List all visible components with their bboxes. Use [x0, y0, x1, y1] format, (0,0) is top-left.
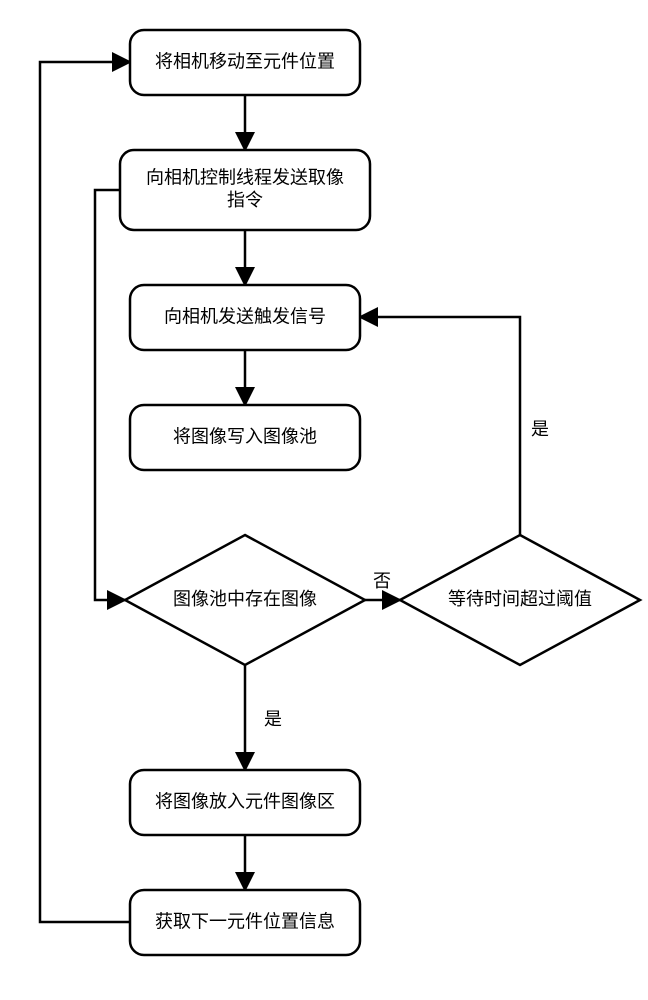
node-label-n3-0: 向相机发送触发信号 [164, 306, 326, 326]
node-label-d2-0: 等待时间超过阈值 [448, 589, 592, 609]
node-label-n6-0: 获取下一元件位置信息 [155, 911, 335, 931]
node-label-n1-0: 将相机移动至元件位置 [155, 51, 335, 71]
node-label-n2-1: 指令 [227, 190, 263, 210]
edge-n2_loop-d1 [95, 190, 125, 600]
edge-label-d2_yes: 是 [531, 419, 549, 439]
edge-label-d1_yes: 是 [264, 709, 282, 729]
node-label-n4-0: 将图像写入图像池 [173, 426, 317, 446]
node-label-d1-0: 图像池中存在图像 [173, 589, 317, 609]
edge-d2_yes-n3 [360, 317, 520, 535]
node-label-n5-0: 将图像放入元件图像区 [155, 791, 335, 811]
edge-label-d1_no: 否 [373, 571, 391, 591]
node-label-n2-0: 向相机控制线程发送取像 [146, 168, 344, 188]
